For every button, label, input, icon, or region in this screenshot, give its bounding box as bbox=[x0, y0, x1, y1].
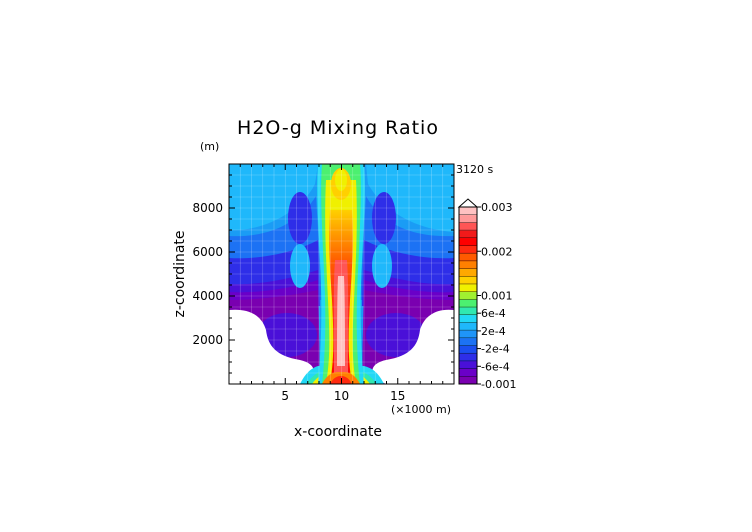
colorbar: 0.003 0.002 0.001 6e-4 2e-4 -2e-4 -6e-4 -0.001 bbox=[457, 198, 516, 391]
y-axis: 2000 4000 6000 8000 bbox=[192, 174, 454, 374]
x-axis-label: x-coordinate bbox=[294, 424, 382, 440]
y-tick-label: 4000 bbox=[192, 289, 223, 303]
y-tick-label: 8000 bbox=[192, 201, 223, 215]
colorbar-swatch bbox=[459, 237, 477, 246]
colorbar-tick-label: 0.002 bbox=[481, 245, 513, 258]
colorbar-swatch bbox=[459, 330, 477, 339]
x-tick-label: 5 bbox=[281, 389, 289, 403]
colorbar-swatch bbox=[459, 337, 477, 346]
colorbar-swatch bbox=[459, 307, 477, 316]
colorbar-tick-label: -2e-4 bbox=[481, 343, 510, 356]
colorbar-swatch bbox=[459, 207, 477, 216]
colorbar-swatch bbox=[459, 268, 477, 277]
colorbar-swatch bbox=[459, 260, 477, 269]
colorbar-tick-label: 0.001 bbox=[481, 290, 513, 303]
colorbar-swatch bbox=[459, 314, 477, 323]
y-axis-label: z-coordinate bbox=[172, 230, 188, 317]
x-unit-label: (×1000 m) bbox=[391, 403, 451, 416]
colorbar-tick-label: 6e-4 bbox=[481, 307, 506, 320]
colorbar-swatch bbox=[459, 368, 477, 377]
colorbar-swatch bbox=[459, 214, 477, 223]
colorbar-swatch bbox=[459, 360, 477, 370]
colorbar-swatch bbox=[459, 276, 477, 285]
colorbar-swatch bbox=[459, 376, 477, 385]
colorbar-tick-label: 0.003 bbox=[481, 201, 513, 214]
colorbar-swatch bbox=[459, 253, 477, 262]
colorbar-top-arrow bbox=[457, 198, 479, 208]
colorbar-tick-label: -0.001 bbox=[481, 378, 516, 391]
colorbar-swatch bbox=[459, 299, 477, 308]
x-tick-label: 15 bbox=[390, 389, 405, 403]
y-unit-label: (m) bbox=[200, 140, 219, 153]
grid-lines bbox=[229, 164, 454, 384]
colorbar-swatch bbox=[459, 245, 477, 254]
x-axis: 5 10 15 bbox=[239, 164, 444, 403]
time-label: 3120 s bbox=[456, 163, 493, 176]
colorbar-swatch bbox=[459, 353, 477, 362]
y-tick-label: 6000 bbox=[192, 245, 223, 259]
colorbar-tick-label: -6e-4 bbox=[481, 360, 510, 373]
x-tick-label: 10 bbox=[334, 389, 349, 403]
colorbar-swatch bbox=[459, 291, 477, 300]
y-tick-label: 2000 bbox=[192, 333, 223, 347]
colorbar-swatch bbox=[459, 322, 477, 331]
colorbar-swatch bbox=[459, 283, 477, 293]
contour-field bbox=[229, 164, 454, 384]
colorbar-swatch bbox=[459, 230, 477, 239]
colorbar-swatch bbox=[459, 345, 477, 354]
colorbar-tick-label: 2e-4 bbox=[481, 325, 506, 338]
colorbar-swatch bbox=[459, 222, 477, 231]
chart-title: H2O-g Mixing Ratio bbox=[237, 117, 439, 139]
